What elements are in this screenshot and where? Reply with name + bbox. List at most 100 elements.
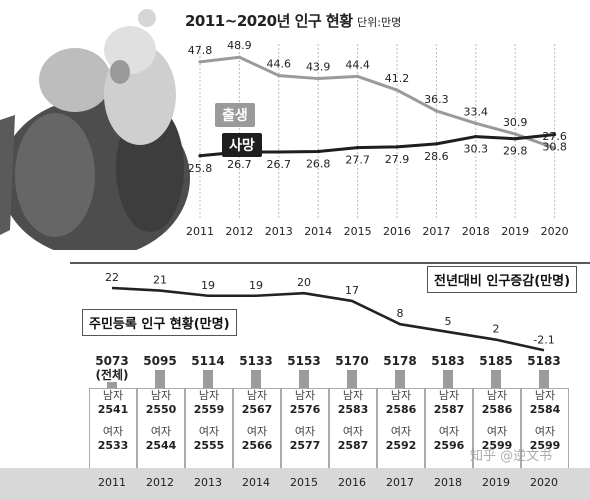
- births-point-2019: [513, 132, 517, 136]
- births-value-label: 36.3: [424, 93, 449, 106]
- change-value-label: 2: [493, 323, 500, 336]
- deaths-point-2016: [395, 145, 399, 149]
- male-label: 남자: [198, 389, 220, 402]
- total-population-value: 5185: [479, 354, 513, 368]
- male-population-value: 2586: [385, 403, 417, 416]
- deaths-point-2018: [474, 134, 478, 139]
- male-population-value: 2583: [337, 403, 369, 416]
- deaths-value-label: 25.8: [188, 162, 213, 175]
- female-label: 여자: [294, 425, 316, 438]
- deaths-value-label: 27.9: [385, 153, 410, 166]
- male-label: 남자: [342, 389, 364, 402]
- change-line: [111, 286, 545, 352]
- registered-population-label: 주민등록 인구 현황(만명): [82, 309, 237, 336]
- female-population-value: 2544: [145, 439, 177, 452]
- year-axis-label: 2012: [146, 476, 174, 489]
- year-tick-label: 2016: [383, 225, 411, 238]
- deaths-value-label: 27.7: [345, 154, 370, 167]
- births-value-label: 33.4: [464, 105, 489, 118]
- male-population-value: 2587: [433, 403, 465, 416]
- year-axis-label: 2020: [530, 476, 558, 489]
- legend-births: 출생: [215, 103, 255, 127]
- year-axis-label: 2018: [434, 476, 462, 489]
- yoy-change-line-chart: 22 21 19 19 20 17 8 5 2 -2.1: [70, 262, 590, 352]
- card-separator: [474, 417, 520, 425]
- female-population-value: 2587: [337, 439, 369, 452]
- births-point-2020: [553, 146, 557, 150]
- total-label: (전체): [95, 368, 129, 382]
- male-label: 남자: [438, 389, 460, 402]
- deaths-point-2014: [316, 149, 320, 154]
- change-value-label: 8: [397, 307, 404, 320]
- year-tick-label: 2015: [344, 225, 372, 238]
- male-population-value: 2576: [289, 403, 321, 416]
- year-tick-label: 2017: [422, 225, 450, 238]
- gender-breakdown-card: 남자 2583 여자 2587: [329, 388, 377, 472]
- year-axis-label: 2014: [242, 476, 270, 489]
- male-population-value: 2550: [145, 403, 177, 416]
- year-tick-label: 2013: [265, 225, 293, 238]
- change-value-label: 20: [297, 276, 311, 289]
- male-label: 남자: [534, 389, 556, 402]
- female-label: 여자: [246, 425, 268, 438]
- card-separator: [330, 417, 376, 425]
- deaths-point-2011: [198, 154, 202, 158]
- male-population-value: 2584: [529, 403, 561, 416]
- deaths-value-label: 26.7: [267, 158, 292, 171]
- male-label: 남자: [294, 389, 316, 402]
- births-value-label: 47.8: [188, 44, 213, 57]
- births-point-2013: [277, 73, 281, 78]
- card-separator: [90, 417, 136, 425]
- deaths-value-label: 30.3: [464, 143, 489, 156]
- female-population-value: 2599: [481, 439, 513, 452]
- births-point-2014: [316, 76, 320, 81]
- births-point-2018: [474, 121, 478, 125]
- gender-breakdown-card: 남자 2576 여자 2577: [281, 388, 329, 472]
- female-population-value: 2577: [289, 439, 321, 452]
- year-axis-label: 2013: [194, 476, 222, 489]
- year-axis-label: 2019: [482, 476, 510, 489]
- change-value-label: 19: [249, 279, 263, 292]
- year-axis-label: 2017: [386, 476, 414, 489]
- total-population-value: 5114: [191, 354, 225, 368]
- male-label: 남자: [486, 389, 508, 402]
- total-population-value: 5183: [431, 354, 465, 368]
- change-value-label: 19: [201, 279, 215, 292]
- deaths-point-2019: [513, 137, 517, 141]
- female-label: 여자: [102, 425, 124, 438]
- female-population-value: 2555: [193, 439, 225, 452]
- year-tick-label: 2019: [501, 225, 529, 238]
- photo-parent-with-child: [0, 0, 200, 250]
- total-population-value: 5153: [287, 354, 321, 368]
- births-value-label: 30.9: [503, 116, 528, 129]
- total-population-value: 5073 (전체): [82, 354, 142, 382]
- female-label: 여자: [534, 425, 556, 438]
- births-point-2012: [237, 55, 241, 59]
- change-value-label: 5: [445, 315, 452, 328]
- gender-breakdown-card: 남자 2586 여자 2599: [473, 388, 521, 472]
- unit-label: 단위:만명: [357, 16, 402, 29]
- gender-breakdown-card: 남자 2559 여자 2555: [185, 388, 233, 472]
- female-label: 여자: [198, 425, 220, 438]
- births-value-label: 44.4: [345, 58, 370, 71]
- total-population-value: 5178: [383, 354, 417, 368]
- card-separator: [234, 417, 280, 425]
- card-separator: [378, 417, 424, 425]
- deaths-value-label: 30.8: [542, 140, 567, 153]
- female-label: 여자: [390, 425, 412, 438]
- change-value-label: 17: [345, 284, 359, 297]
- total-population-value: 5170: [335, 354, 369, 368]
- births-point-2015: [356, 74, 360, 79]
- year-axis-label: 2011: [98, 476, 126, 489]
- births-value-label: 43.9: [306, 61, 331, 74]
- female-label: 여자: [150, 425, 172, 438]
- year-axis-label: 2015: [290, 476, 318, 489]
- card-separator: [186, 417, 232, 425]
- deaths-point-2017: [434, 142, 438, 146]
- change-value-label: 22: [105, 271, 119, 284]
- male-population-value: 2586: [481, 403, 513, 416]
- births-point-2011: [198, 60, 202, 64]
- male-population-value: 2567: [241, 403, 273, 416]
- population-line-chart: 47.8 48.9 44.6 43.9 44.4 41.2 36.3 33.4 30.9 27.6…: [186, 39, 569, 238]
- card-separator: [426, 417, 472, 425]
